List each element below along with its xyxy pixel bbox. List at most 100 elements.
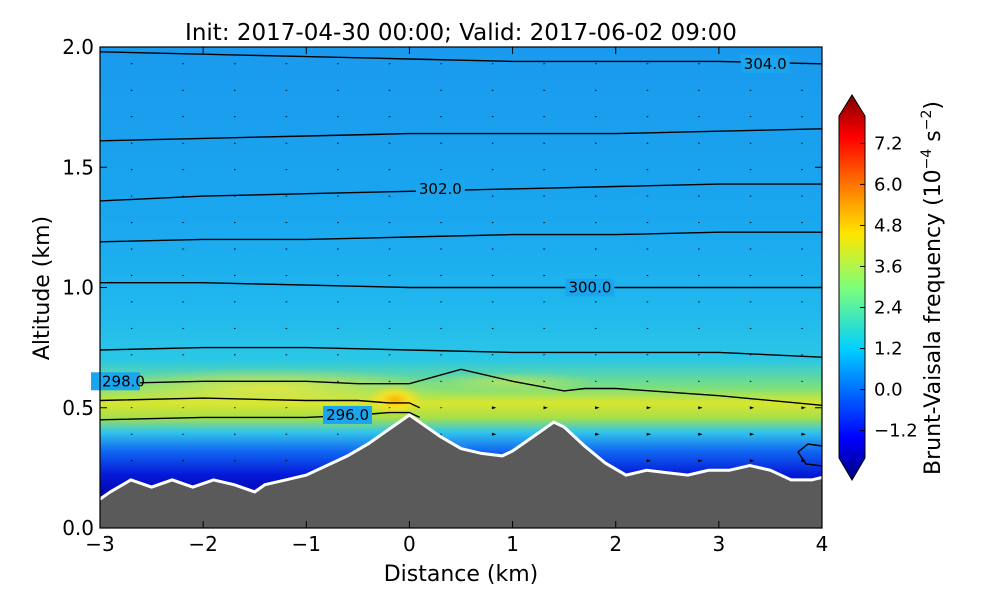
wind-arrow	[234, 327, 237, 330]
wind-arrow	[491, 327, 494, 330]
wind-arrow	[801, 274, 804, 277]
wind-arrow	[543, 142, 546, 144]
wind-arrow	[182, 248, 185, 250]
wind-arrow	[388, 221, 391, 224]
isentrope-lines	[100, 51, 822, 421]
wind-arrow	[130, 142, 133, 144]
x-axis-ticks: −3 −2 −1 0 1 2 3 4	[85, 47, 828, 556]
wind-arrow	[130, 195, 133, 197]
wind-arrow	[337, 354, 340, 356]
wind-arrow	[698, 89, 701, 91]
y-tick-label: 0.0	[62, 516, 94, 540]
isentrope-line	[100, 397, 421, 409]
wind-arrow	[749, 142, 752, 144]
wind-arrow	[491, 274, 494, 277]
wind-arrow	[749, 89, 752, 91]
wind-arrow	[749, 221, 752, 224]
wind-arrow	[749, 406, 755, 410]
wind-arrow	[130, 327, 133, 330]
isentrope-line	[100, 346, 822, 358]
isentrope-label-gap	[415, 179, 465, 198]
wind-arrow	[182, 142, 185, 144]
terrain-fill	[100, 415, 822, 528]
x-tick-label: −3	[85, 532, 114, 556]
wind-arrow	[285, 433, 288, 435]
wind-arrow	[337, 274, 340, 277]
wind-arrow	[285, 407, 288, 409]
colorbar-label-end: )	[921, 101, 946, 110]
wind-arrow	[595, 354, 598, 356]
wind-arrow	[595, 380, 598, 382]
wind-arrow	[595, 274, 598, 277]
isentrope-label-text: 296.0	[326, 406, 369, 424]
wind-arrow	[543, 327, 546, 330]
wind-arrow	[182, 301, 185, 303]
wind-arrow	[440, 380, 443, 382]
colorbar-label-mid: s	[921, 130, 946, 148]
isentrope-label-text: 304.0	[744, 55, 787, 73]
wind-arrow	[801, 63, 804, 65]
wind-arrow	[595, 301, 598, 303]
wind-arrow	[234, 63, 237, 65]
wind-arrow	[130, 407, 133, 409]
wind-arrow	[749, 327, 752, 330]
wind-arrow	[646, 116, 649, 118]
wind-arrow	[337, 221, 340, 224]
wind-arrow	[646, 169, 649, 171]
wind-arrow	[595, 195, 598, 197]
wind-arrow	[801, 195, 804, 197]
wind-arrow	[130, 63, 133, 65]
small-contour-right	[797, 443, 822, 467]
wind-arrow	[491, 301, 494, 303]
wind-arrow	[234, 274, 237, 277]
x-tick-label: 3	[712, 532, 725, 556]
wind-arrow	[234, 460, 237, 462]
wind-arrow	[698, 195, 701, 197]
wind-arrow	[440, 433, 443, 435]
wind-arrow	[440, 248, 443, 250]
y-axis-label: Altitude (km)	[30, 216, 55, 360]
colorbar-label-exp2: −2	[919, 110, 935, 131]
wind-arrow	[234, 301, 237, 303]
wind-arrow	[543, 301, 546, 303]
wind-arrow	[543, 195, 546, 197]
isentrope-line	[100, 128, 822, 142]
wind-arrow	[646, 327, 649, 330]
wind-arrow	[491, 116, 494, 118]
wind-arrow	[234, 89, 237, 91]
wind-arrow	[337, 142, 340, 144]
isentrope-label-gap	[565, 278, 615, 297]
wind-arrow	[698, 116, 701, 118]
wind-arrow	[130, 169, 133, 171]
wind-arrow	[749, 354, 752, 356]
colorbar-tick-label: 2.4	[874, 298, 903, 319]
wind-arrow	[440, 407, 443, 409]
wind-arrow	[491, 142, 494, 144]
wind-arrow	[543, 248, 546, 250]
wind-arrow	[130, 301, 133, 303]
wind-arrow	[698, 327, 701, 330]
wind-arrow	[646, 354, 649, 356]
wind-arrow	[543, 380, 546, 382]
colorbar: −1.2 0.0 1.2 2.4 3.6 4.8 6.0 7.2 Brunt-Vaisala …	[838, 94, 946, 481]
wind-arrow	[440, 116, 443, 118]
x-tick-label: 0	[403, 532, 416, 556]
wind-arrow	[491, 221, 494, 224]
wind-arrow	[182, 63, 185, 65]
wind-arrow	[801, 301, 804, 303]
wind-arrow	[801, 169, 804, 171]
wind-arrow	[749, 116, 752, 118]
wind-arrow	[543, 169, 546, 171]
wind-arrow	[130, 89, 133, 91]
wind-arrow	[130, 274, 133, 277]
isentrope-line	[100, 51, 822, 65]
wind-arrow	[698, 432, 703, 436]
wind-arrow	[749, 301, 752, 303]
y-tick-label: 2.0	[62, 35, 94, 59]
wind-arrow	[440, 354, 443, 356]
y-tick-label: 1.5	[62, 155, 94, 179]
wind-arrow	[543, 354, 546, 356]
isentrope-line	[100, 368, 822, 406]
wind-arrow	[337, 248, 340, 250]
wind-arrow	[182, 407, 185, 409]
